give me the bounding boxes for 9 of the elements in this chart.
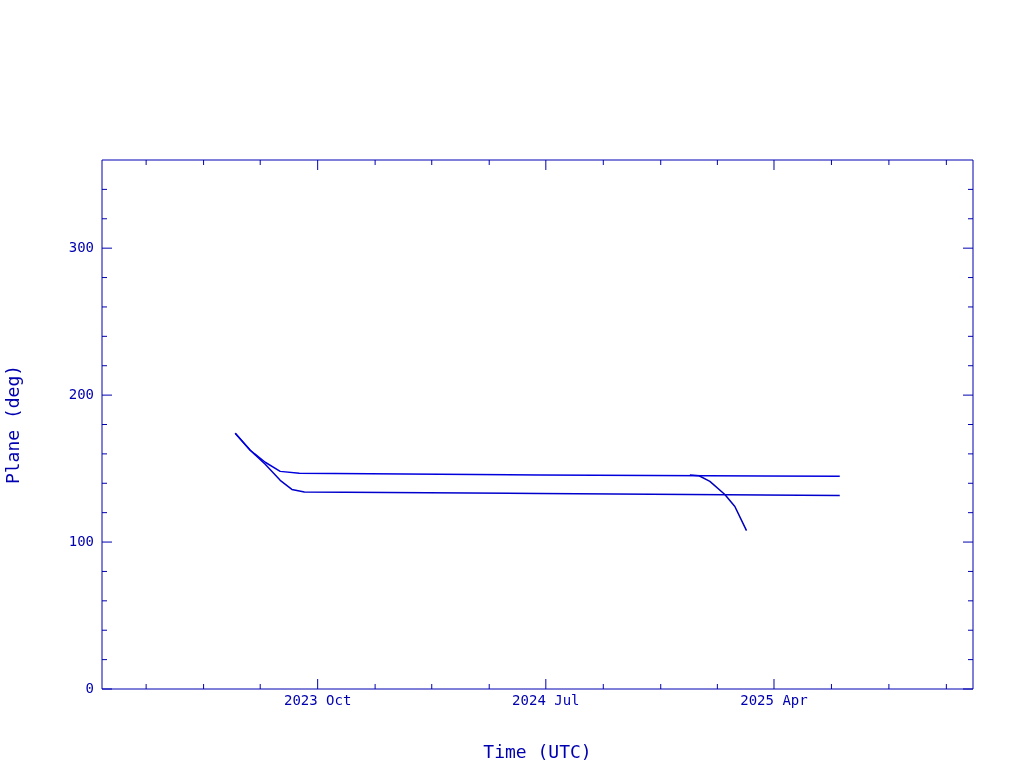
x-tick-label: 2025 Apr: [740, 692, 808, 709]
y-tick-label: 200: [68, 385, 94, 402]
y-tick-label: 300: [68, 238, 94, 255]
x-tick-label: 2023 Oct: [283, 692, 352, 709]
y-axis-title: Plane (deg): [2, 364, 24, 485]
x-axis-title: Time (UTC): [483, 740, 592, 762]
y-tick-label: 100: [68, 532, 94, 549]
y-tick-label: 0: [85, 679, 94, 696]
x-tick-label: 2024 Jul: [512, 692, 580, 709]
